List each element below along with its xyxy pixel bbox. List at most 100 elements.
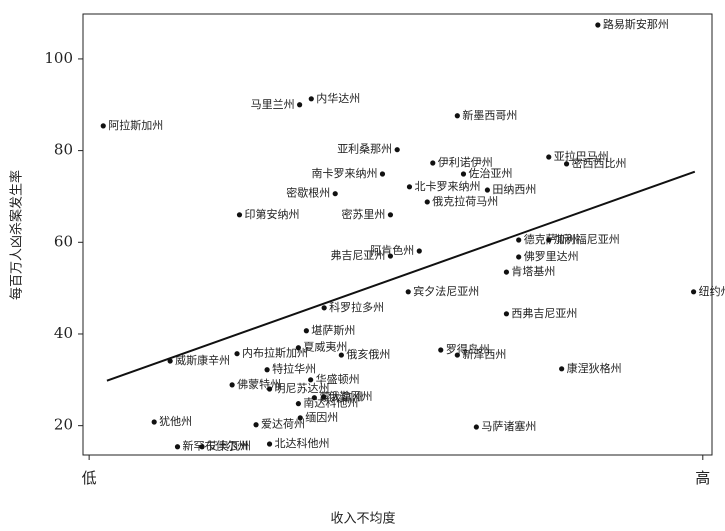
y-tick-label: 100 [44,49,73,67]
point-label: 俄勒冈州 [329,390,373,403]
point-label: 内布拉斯加州 [242,346,308,360]
point-label: 密歇根州 [286,186,330,200]
point [546,154,552,160]
y-tick-label: 40 [54,324,73,342]
point [516,254,522,260]
point [234,351,240,357]
point [416,248,422,254]
point-label: 新罕布什尔州 [183,439,249,453]
point [503,311,510,317]
point-label: 夏威夷州 [303,341,347,354]
point [563,161,570,167]
point [430,160,436,166]
point [546,237,552,243]
point [454,113,460,119]
point-label: 马里兰州 [251,98,295,111]
point-label: 科罗拉多州 [329,300,384,314]
point [424,199,430,205]
point [460,171,467,177]
point-label: 新墨西哥州 [462,108,517,122]
point-label: 密西西比州 [572,156,627,170]
point [264,367,270,373]
point-label: 罗得岛州 [446,342,490,356]
point-label: 印第安纳州 [244,207,299,221]
x-tick-label: 高 [695,469,710,487]
point [484,187,491,193]
point [266,441,273,447]
point [516,237,522,243]
point-label: 阿肯色州 [370,243,414,257]
y-tick-label: 20 [54,416,73,434]
point-label: 纽约州 [699,284,725,298]
point [295,345,301,351]
point [394,147,400,153]
point [199,444,205,450]
point-label: 威斯康辛州 [175,353,230,367]
point-label: 爱达荷州 [261,418,305,431]
point-label: 北卡罗来纳州 [414,180,480,193]
point-label: 俄亥俄州 [346,347,390,361]
x-axis-title: 收入不均度 [330,511,395,527]
point-label: 路易斯安那州 [603,17,669,31]
point [320,394,327,400]
point [151,419,157,425]
point [387,212,394,218]
x-tick-label: 低 [82,469,97,487]
point [473,424,479,430]
point [297,102,303,108]
point-label: 康涅狄格州 [567,361,622,375]
point-label: 内华达州 [316,91,360,105]
point-label: 南达科他州 [303,396,358,410]
point-label: 南卡罗来纳州 [311,167,377,180]
point-label: 俄克拉荷马州 [432,194,498,208]
plot-frame [82,13,713,456]
trend-line [106,170,696,382]
y-axis-title: 每百万人凶杀案发生率 [9,170,25,300]
point [379,171,386,177]
point [503,269,510,275]
point-label: 伊利诺伊州 [438,156,493,169]
point [405,289,411,295]
point-label: 北达科他州 [275,436,330,450]
point-label: 新泽西州 [462,347,506,361]
point [295,401,301,407]
point-label: 加利福尼亚州 [554,232,620,246]
point [332,191,338,197]
point [303,328,309,334]
point-label: 田纳西州 [492,183,536,196]
point-label: 西弗吉尼亚州 [511,306,577,320]
point-label: 密苏里州 [341,207,385,221]
point-label: 明尼苏达州 [275,382,330,395]
point-label: 马萨诸塞州 [481,419,536,433]
point [338,352,344,358]
point-label: 堪萨斯州 [311,324,355,337]
point [321,305,327,311]
point-label: 亚利桑那州 [337,143,392,156]
point [406,184,413,190]
point [595,22,601,28]
point [311,395,317,401]
y-tick-label: 80 [54,141,73,159]
point [167,358,173,364]
point-label: 弗吉尼亚州 [330,248,385,262]
point-label: 德克萨斯州 [524,232,579,246]
point-label: 特拉华州 [272,362,316,376]
point [308,377,314,383]
y-tick-label: 60 [54,232,73,250]
point [100,123,106,129]
point [438,347,444,353]
point-label: 肯塔基州 [511,265,555,278]
point-label: 佛罗里达州 [524,250,579,263]
point [174,444,181,450]
point [297,415,303,421]
point-label: 亚拉巴马州 [554,149,609,163]
point [454,352,460,358]
point-label: 缅因州 [305,410,338,424]
point-label: 宾夕法尼亚州 [413,284,479,298]
point [266,386,273,392]
point-label: 艾奥瓦州 [207,439,251,453]
point-label: 犹他州 [159,415,192,428]
point [253,422,259,428]
point-label: 华盛顿州 [316,372,360,386]
